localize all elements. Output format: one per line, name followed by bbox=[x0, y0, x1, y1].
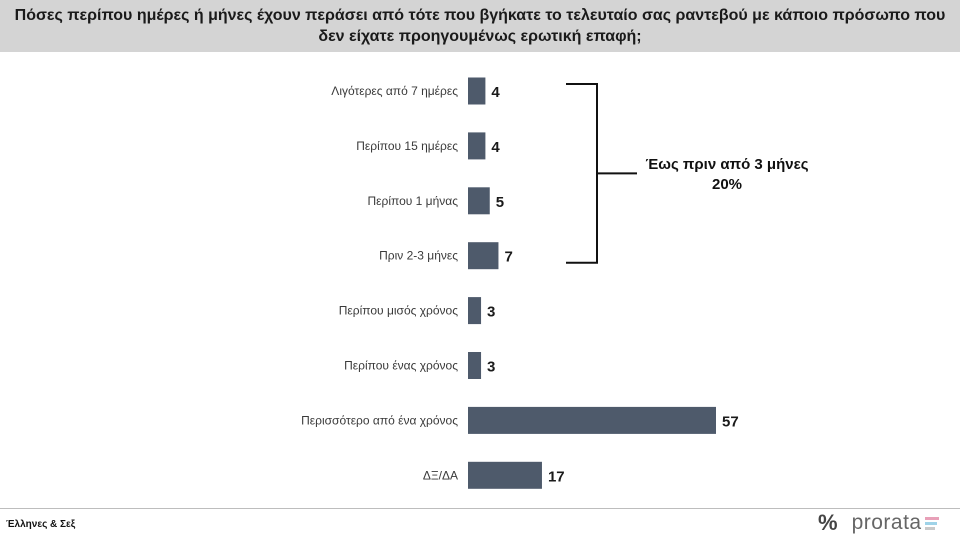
bracket-annotation: Έως πριν από 3 μήνες 20% bbox=[612, 155, 842, 195]
value-label: 57 bbox=[722, 413, 739, 430]
value-label: 4 bbox=[491, 139, 500, 156]
logo-stripes-icon bbox=[924, 516, 939, 530]
category-label: Περισσότερο από ένα χρόνος bbox=[301, 413, 458, 427]
title-line-1: Πόσες περίπου ημέρες ή μήνες έχουν περάσ… bbox=[14, 7, 946, 24]
annotation-line-1: Έως πριν από 3 μήνες bbox=[645, 156, 809, 173]
bar-6 bbox=[468, 352, 482, 379]
logo-stripe bbox=[924, 521, 937, 525]
bar-7 bbox=[468, 406, 716, 434]
category-label: Λιγότερες από 7 ημέρες bbox=[331, 84, 458, 98]
bar-8 bbox=[468, 461, 542, 489]
value-label: 17 bbox=[548, 468, 565, 485]
source-label: Έλληνες & Σεξ bbox=[6, 519, 76, 530]
category-label: ΔΞ/ΔΑ bbox=[423, 468, 458, 482]
value-label: 5 bbox=[496, 194, 504, 211]
value-label: 3 bbox=[487, 304, 495, 321]
bar-4 bbox=[468, 242, 499, 270]
logo-stripe bbox=[924, 516, 939, 520]
value-label: 7 bbox=[504, 249, 512, 266]
category-label: Πριν 2-3 μήνες bbox=[379, 249, 458, 263]
bar-2 bbox=[468, 132, 486, 160]
bar-3 bbox=[468, 187, 490, 215]
percent-logo-icon: % bbox=[818, 510, 838, 535]
title-bar bbox=[0, 0, 960, 52]
annotation-line-2: 20% bbox=[711, 176, 743, 193]
logo-text: prorata bbox=[851, 511, 922, 534]
footer-divider bbox=[0, 508, 960, 509]
value-label: 4 bbox=[491, 84, 500, 101]
category-label: Περίπου 1 μήνας bbox=[367, 194, 458, 208]
prorata-logo: % prorata bbox=[818, 510, 939, 536]
bar-5 bbox=[468, 297, 482, 325]
logo-stripe bbox=[924, 526, 935, 530]
bar-1 bbox=[468, 77, 486, 105]
annotation-bracket bbox=[566, 83, 637, 264]
chart-title: Πόσες περίπου ημέρες ή μήνες έχουν περάσ… bbox=[0, 5, 960, 47]
value-label: 3 bbox=[487, 359, 495, 376]
category-label: Περίπου ένας χρόνος bbox=[344, 359, 458, 373]
category-label: Περίπου 15 ημέρες bbox=[356, 139, 458, 153]
category-label: Περίπου μισός χρόνος bbox=[339, 304, 458, 318]
title-line-2: δεν είχατε προηγουμένως ερωτική επαφή; bbox=[318, 28, 642, 45]
